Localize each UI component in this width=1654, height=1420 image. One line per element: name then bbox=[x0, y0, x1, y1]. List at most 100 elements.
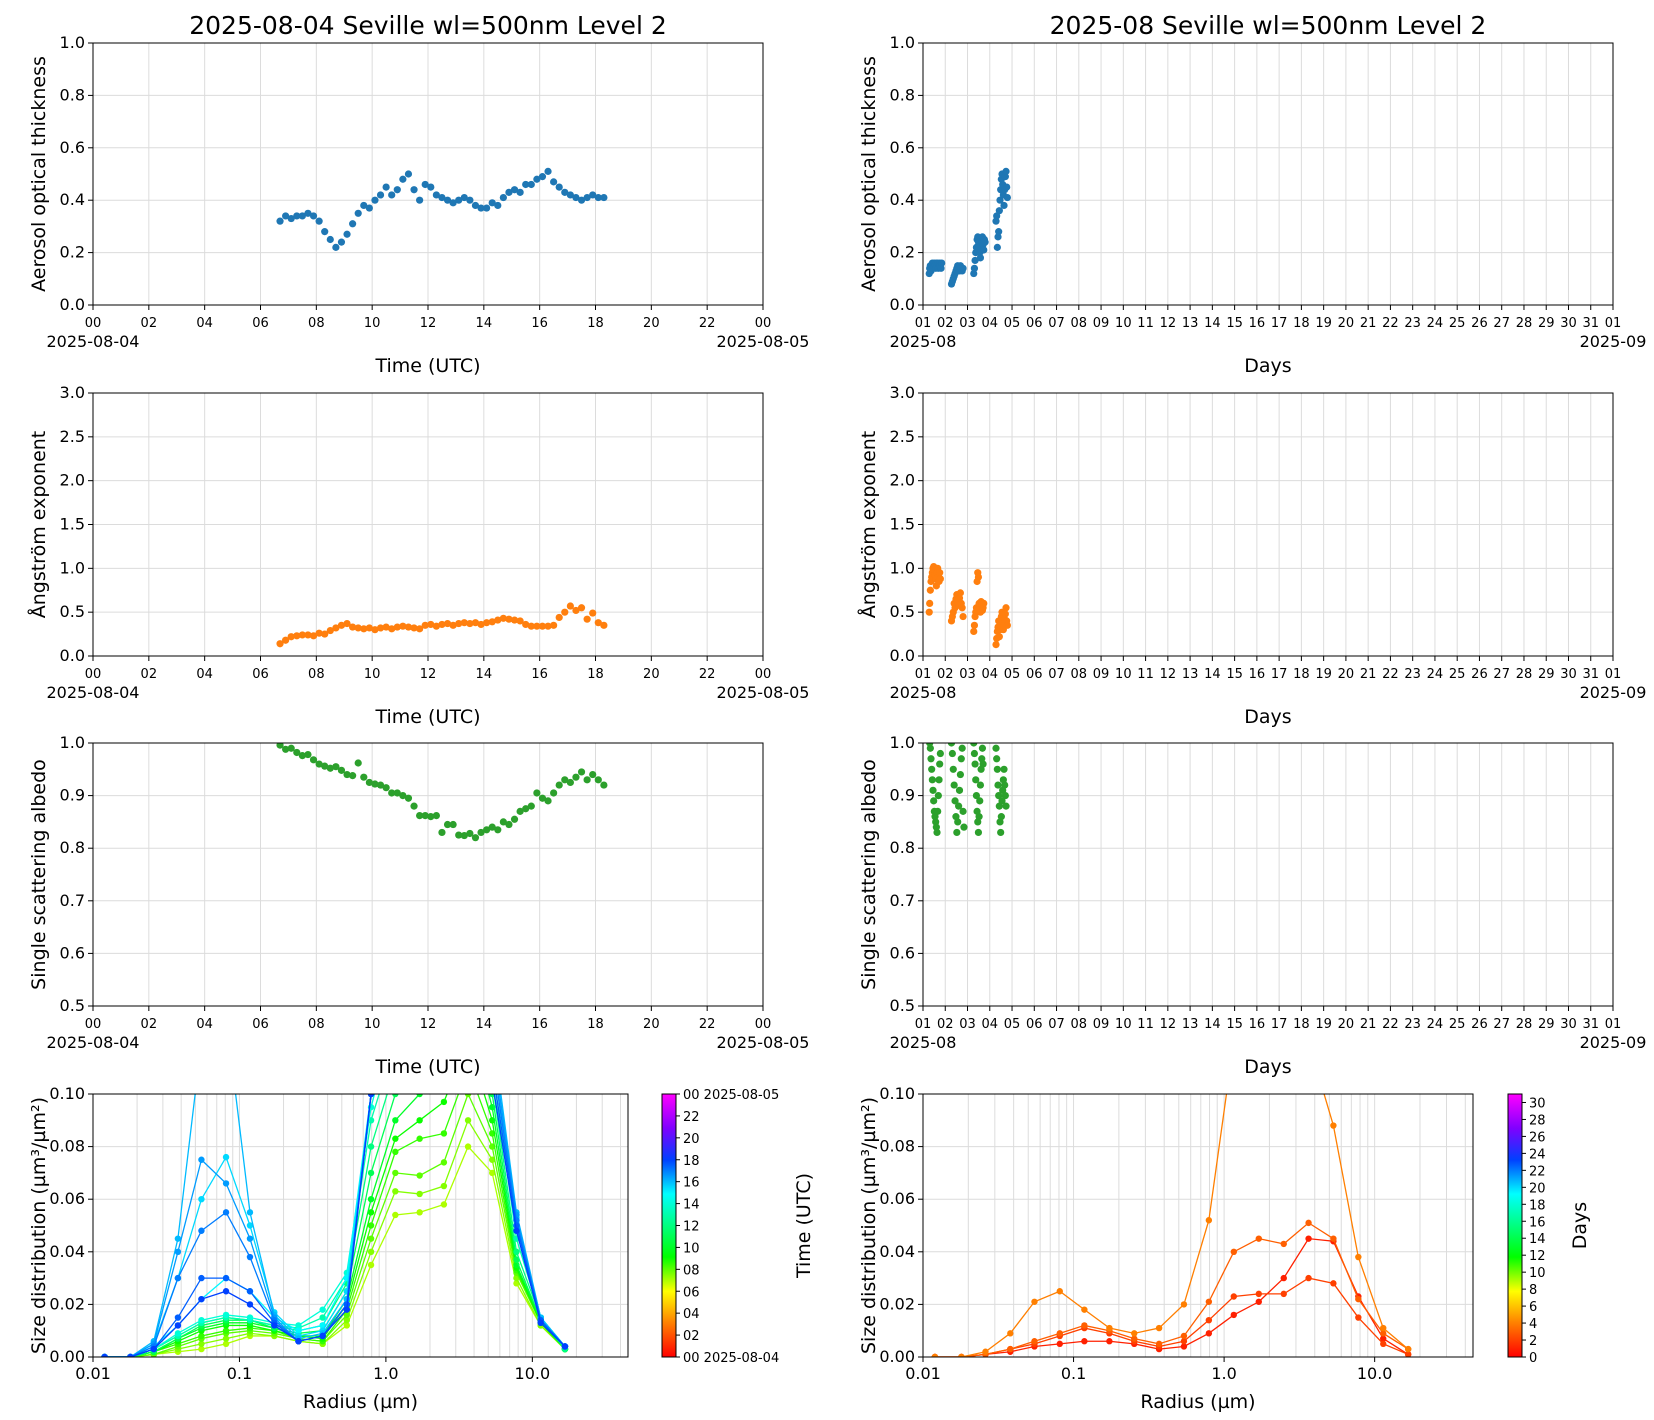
data-point bbox=[976, 781, 985, 789]
data-point bbox=[1404, 1351, 1412, 1357]
x-axis-label: Time (UTC) bbox=[374, 706, 480, 728]
data-point bbox=[293, 748, 301, 757]
data-point bbox=[460, 193, 468, 202]
y-tick-label: 1.0 bbox=[890, 558, 915, 577]
x-tick-label: 28 bbox=[1516, 667, 1533, 682]
data-point bbox=[949, 765, 957, 773]
x-tick-label: 31 bbox=[1582, 1017, 1599, 1032]
data-point bbox=[583, 615, 591, 623]
data-point bbox=[460, 831, 468, 840]
data-point bbox=[321, 762, 329, 770]
x-tick-label: 18 bbox=[587, 667, 604, 682]
x-tick-label: 16 bbox=[1249, 316, 1266, 331]
x-tick-label: 13 bbox=[1182, 316, 1199, 331]
data-point bbox=[936, 575, 944, 583]
data-point bbox=[1056, 1288, 1063, 1295]
data-point bbox=[282, 212, 290, 220]
data-point bbox=[421, 621, 429, 629]
data-point bbox=[600, 781, 608, 789]
data-point bbox=[392, 1188, 399, 1195]
chart-angstrom-daily: 0.0 0.5 1.0 1.5 2.0 2.5 3.0 00 02 04 06 08 10 12 14 16 1… bbox=[27, 383, 809, 728]
data-point bbox=[392, 1211, 399, 1219]
data-point bbox=[438, 193, 446, 202]
data-point bbox=[376, 191, 385, 199]
data-point bbox=[483, 204, 491, 212]
data-point bbox=[1002, 604, 1010, 612]
data-point bbox=[954, 818, 962, 826]
data-point bbox=[505, 188, 513, 196]
data-point bbox=[533, 622, 541, 630]
y-tick-label: 0.5 bbox=[60, 602, 85, 621]
data-point bbox=[538, 173, 547, 181]
data-point bbox=[440, 1098, 448, 1106]
data-point bbox=[371, 196, 379, 204]
data-point bbox=[293, 632, 301, 640]
data-point bbox=[975, 813, 983, 821]
data-point bbox=[1355, 1314, 1362, 1321]
data-point bbox=[1255, 1298, 1262, 1305]
x-tick-label: 27 bbox=[1493, 667, 1510, 682]
data-point bbox=[222, 1209, 230, 1216]
y-tick-label: 0.9 bbox=[60, 786, 85, 805]
data-point bbox=[477, 620, 485, 629]
data-point bbox=[1180, 1343, 1188, 1350]
data-point bbox=[198, 1156, 205, 1163]
series-line bbox=[934, 1222, 1409, 1357]
x-date-left: 2025-08-04 bbox=[47, 1033, 140, 1052]
data-point bbox=[416, 1209, 423, 1216]
x-tick-label: 00 bbox=[755, 667, 772, 682]
series-line bbox=[104, 1094, 566, 1357]
data-point bbox=[489, 1078, 495, 1084]
data-point bbox=[174, 1274, 182, 1282]
data-point bbox=[295, 1322, 302, 1329]
data-point bbox=[367, 1261, 375, 1269]
colorbar-tick-label: 14 bbox=[1529, 1232, 1546, 1247]
x-tick-label: 26 bbox=[1471, 1017, 1488, 1032]
data-point bbox=[416, 1135, 423, 1142]
data-point bbox=[343, 1311, 351, 1319]
data-point bbox=[354, 624, 362, 632]
x-tick-label: 08 bbox=[1071, 316, 1088, 331]
x-tick-label: 01 bbox=[1605, 667, 1622, 682]
x-tick-label: 00 bbox=[755, 1017, 772, 1032]
data-point bbox=[516, 807, 524, 815]
data-point bbox=[382, 183, 390, 191]
data-point bbox=[465, 854, 471, 860]
data-point bbox=[198, 1340, 205, 1348]
data-point bbox=[1380, 1330, 1387, 1337]
data-point bbox=[1255, 1235, 1262, 1242]
data-point bbox=[326, 764, 334, 772]
data-point bbox=[449, 621, 457, 629]
x-tick-label: 08 bbox=[1071, 667, 1088, 682]
x-tick-label: 17 bbox=[1271, 667, 1288, 682]
x-tick-label: 10 bbox=[364, 667, 381, 682]
x-tick-label: 24 bbox=[1427, 667, 1444, 682]
x-tick-label: 10.0 bbox=[515, 1364, 551, 1383]
x-tick-label: 21 bbox=[1360, 667, 1377, 682]
y-tick-label: 0.5 bbox=[890, 996, 915, 1015]
data-point bbox=[367, 1169, 375, 1177]
x-tick-label: 30 bbox=[1560, 316, 1577, 331]
data-point bbox=[304, 750, 312, 759]
data-point bbox=[972, 792, 981, 800]
data-point bbox=[572, 193, 580, 202]
x-tick-label: 14 bbox=[476, 1017, 493, 1032]
data-point bbox=[488, 199, 496, 207]
y-tick-label: 0.02 bbox=[879, 1294, 915, 1313]
data-point bbox=[956, 770, 964, 779]
data-point bbox=[416, 959, 422, 965]
plot-frame bbox=[922, 742, 1614, 1007]
x-tick-label: 23 bbox=[1404, 667, 1421, 682]
data-point bbox=[594, 776, 602, 784]
chart-aod-monthly: 0.0 0.2 0.4 0.6 0.8 1.0 01 02 03 04 05 06 07 08 09 10 11… bbox=[858, 11, 1646, 377]
data-point bbox=[935, 776, 943, 784]
data-point bbox=[343, 230, 351, 238]
x-tick-label: 01 bbox=[1605, 1017, 1622, 1032]
x-tick-label: 06 bbox=[1026, 1017, 1043, 1032]
y-tick-label: 2.5 bbox=[890, 427, 915, 446]
y-tick-label: 0.0 bbox=[60, 646, 85, 665]
x-axis-label: Days bbox=[1244, 1056, 1291, 1078]
y-axis-label: Aerosol optical thickness bbox=[858, 56, 880, 292]
data-point bbox=[572, 606, 580, 615]
data-point bbox=[367, 1143, 375, 1150]
